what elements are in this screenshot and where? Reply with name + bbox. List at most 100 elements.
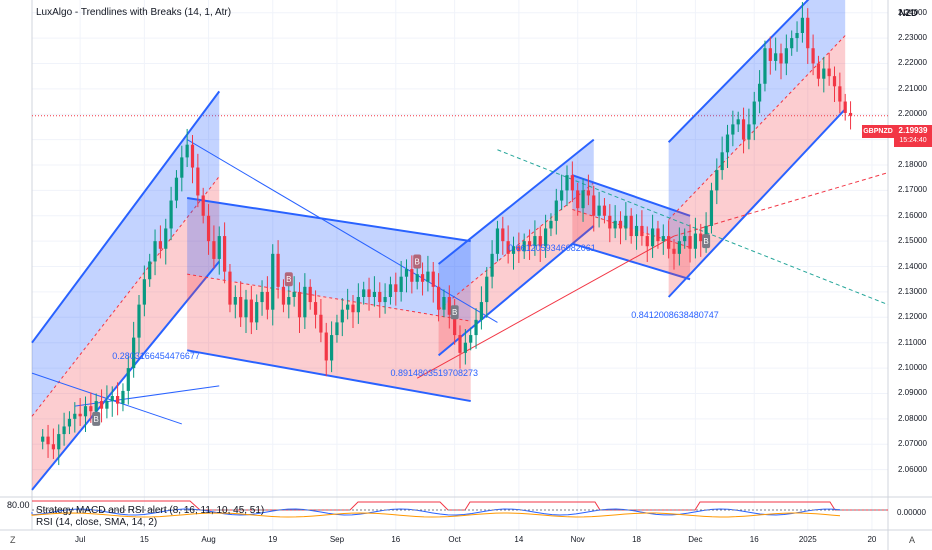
candle-body — [185, 144, 189, 158]
candle-body — [442, 297, 446, 310]
price-tick-label: 2.14000 — [898, 261, 927, 271]
price-tick-label: 2.17000 — [898, 185, 927, 195]
candle-body — [602, 205, 607, 216]
candle-body — [779, 53, 783, 64]
candle-body — [308, 286, 312, 303]
date-tick-label: Aug — [201, 535, 216, 544]
candle-body — [110, 396, 114, 402]
channel-lower-fill — [572, 209, 691, 280]
date-tick-label: 20 — [867, 535, 877, 544]
candle-body — [570, 175, 574, 191]
signal-markers: B B B B B — [92, 234, 711, 426]
candle-body — [169, 200, 173, 229]
date-tick-label: Sep — [329, 535, 345, 544]
strategy-label[interactable]: Strategy MACD and RSI alert (8, 16, 11, … — [36, 505, 265, 516]
candle-body — [394, 284, 398, 292]
date-tick-label: Oct — [448, 535, 461, 544]
candle-body — [303, 286, 307, 318]
indicator-line-b — [31, 512, 841, 518]
candle-body — [501, 228, 505, 242]
trend-line — [497, 149, 889, 306]
price-tick-label: 2.18000 — [898, 160, 927, 169]
signal-marker-label: B — [94, 415, 99, 424]
candle-body — [46, 436, 50, 445]
date-tick-label: 16 — [391, 535, 401, 544]
signal-marker-label: B — [415, 257, 420, 266]
price-tick-label: 2.22000 — [898, 58, 927, 68]
price-tick-label: 2.20000 — [898, 109, 927, 119]
candle-body — [795, 33, 799, 39]
channel-upper-line — [186, 197, 471, 243]
candle-body — [554, 200, 558, 221]
candle-body — [806, 17, 810, 49]
candle-body — [709, 190, 714, 226]
candle-body — [581, 190, 585, 209]
candle-body — [469, 335, 473, 343]
candle-body — [83, 406, 88, 417]
candle-body — [672, 248, 676, 254]
rsi-label[interactable]: RSI (14, close, SMA, 14, 2) — [36, 517, 158, 528]
candle-body — [763, 48, 767, 84]
candle-body — [281, 286, 286, 305]
price-tick-label: 2.16000 — [898, 210, 927, 220]
candle-body — [142, 279, 146, 305]
candle-body — [592, 195, 596, 216]
channel-lower-line — [437, 225, 595, 357]
date-tick-label: Jul — [75, 535, 86, 544]
candle-body — [645, 236, 649, 247]
channel-lower-fill — [438, 182, 594, 356]
candle-body — [164, 228, 168, 249]
candle-body — [838, 86, 842, 102]
currency-label[interactable]: NZD — [899, 8, 918, 18]
candle-body — [99, 401, 104, 409]
candle-body — [683, 236, 687, 242]
candle-body — [720, 152, 724, 171]
symbol-tag: GBPNZD — [862, 125, 894, 138]
timezone-icon[interactable]: Z — [10, 535, 16, 545]
candle-body — [597, 205, 601, 216]
candle-body — [292, 291, 296, 297]
auto-scale-icon[interactable]: A — [909, 535, 916, 545]
candle-body — [693, 233, 698, 249]
signal-marker-label: B — [452, 308, 457, 317]
candle-body — [538, 236, 542, 247]
candle-body — [843, 101, 847, 113]
candle-body — [73, 413, 77, 419]
candle-body — [784, 48, 788, 64]
candle-body — [768, 48, 772, 61]
candle-body — [757, 83, 762, 102]
candle-body — [640, 225, 644, 237]
candles — [41, 2, 853, 466]
price-tick-label: 2.09000 — [898, 388, 927, 398]
candle-body — [89, 406, 93, 412]
candle-body — [511, 246, 516, 254]
candle-body — [774, 53, 778, 61]
annotation-label: 0.2803166454476677 — [112, 350, 200, 361]
candle-body — [158, 241, 163, 249]
date-tick-label: 18 — [632, 535, 641, 544]
candle-body — [346, 304, 350, 310]
price-tick-label: 2.24000 — [898, 7, 927, 17]
indicator-left-value: 80.00 — [7, 500, 30, 510]
candle-body — [340, 309, 344, 323]
price-tick-label: 2.21000 — [898, 83, 927, 93]
candle-body — [410, 269, 414, 282]
candle-body — [560, 190, 564, 201]
price-tick-label: 2.08000 — [898, 413, 927, 423]
signal-marker — [702, 234, 711, 249]
candle-body — [704, 225, 708, 242]
signal-marker — [413, 254, 422, 269]
candle-body — [576, 190, 580, 209]
candle-body — [196, 167, 200, 196]
price-tick-label: 2.15000 — [898, 236, 927, 246]
candle-body — [463, 342, 467, 353]
trend-line — [673, 172, 889, 237]
candle-body — [485, 276, 489, 303]
candle-body — [62, 426, 66, 435]
candle-body — [613, 220, 617, 229]
candle-body — [688, 236, 692, 249]
annotation-label: 0.8412008638480747 — [631, 310, 719, 321]
candle-body — [356, 297, 360, 313]
candle-body — [255, 302, 259, 323]
